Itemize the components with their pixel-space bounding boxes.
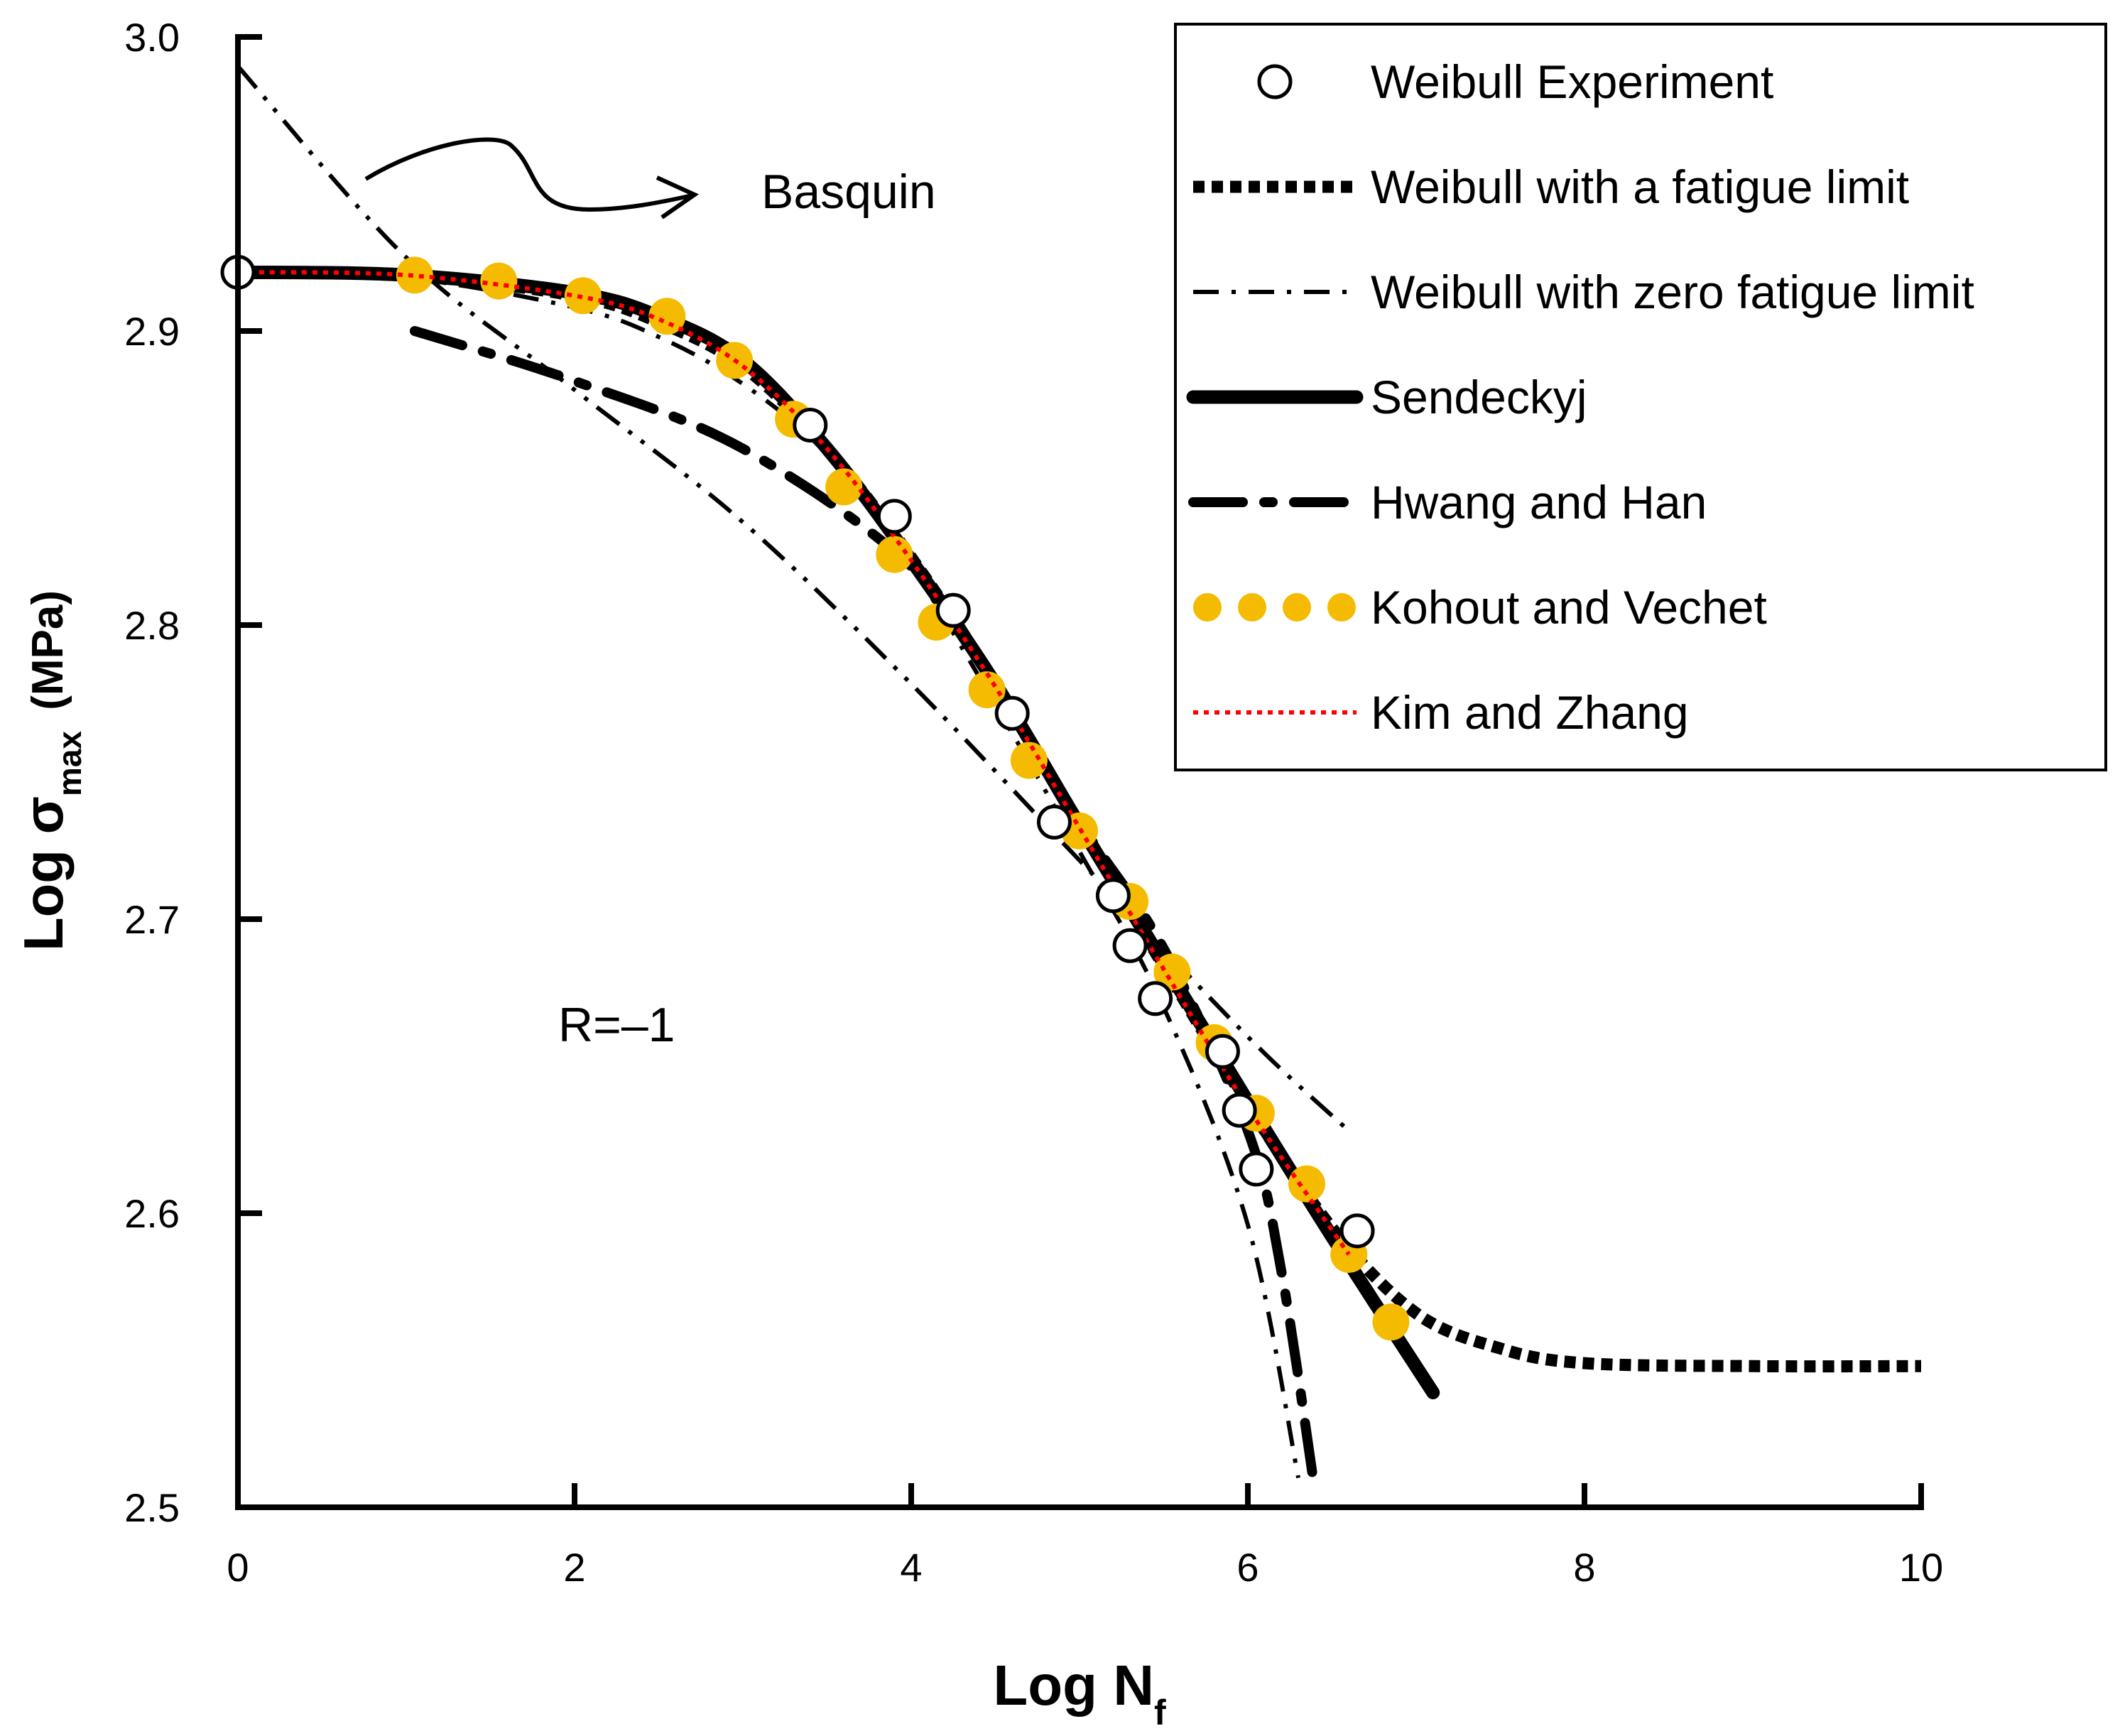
- y-tick-label: 2.5: [124, 1485, 180, 1530]
- basquin-label: Basquin: [761, 165, 936, 219]
- legend-item: Weibull Experiment: [1257, 55, 1773, 108]
- legend-symbol: [1283, 593, 1311, 622]
- x-axis-title: Log Nf: [993, 1654, 1166, 1732]
- data-point: [876, 499, 912, 534]
- legend-item: Hwang and Han: [1188, 476, 1707, 528]
- data-point: [1339, 1213, 1375, 1249]
- x-tick-label: 8: [1573, 1545, 1595, 1590]
- legend-item: Kohout and Vechet: [1193, 581, 1767, 634]
- plot-series: [220, 65, 1922, 1498]
- x-tick-label: 10: [1899, 1545, 1943, 1590]
- y-tick-label: 3.0: [124, 15, 180, 60]
- series-weibull-experiment: [220, 254, 1375, 1249]
- data-point: [1372, 1303, 1410, 1341]
- y-tick-label: 2.6: [124, 1191, 180, 1236]
- data-point: [1288, 1165, 1325, 1203]
- y-tick-label: 2.7: [124, 897, 180, 942]
- data-point: [1222, 1092, 1257, 1128]
- legend-symbol: [1257, 64, 1293, 99]
- ratio-label: R=–1: [558, 998, 675, 1052]
- series-line-kim-and-zhang: [237, 270, 1351, 1256]
- data-point: [396, 256, 433, 294]
- data-point: [1095, 878, 1131, 913]
- annotations: Basquin R=–1: [364, 137, 936, 1052]
- legend-label: Weibull Experiment: [1371, 55, 1773, 108]
- legend-label: Sendeckyj: [1371, 371, 1587, 423]
- axes: 0 2 4 6 8 10 2.5 2.6 2.7 2.8 2.9 3.0 Log Nf Log σmax …: [12, 15, 1943, 1732]
- series-line-weibull-with-zero-fatigue-limit: [237, 270, 1301, 1479]
- x-tick-label: 0: [227, 1545, 249, 1590]
- data-point: [935, 592, 971, 628]
- legend-item: Sendeckyj: [1186, 371, 1587, 423]
- legend-symbol: [1193, 593, 1222, 622]
- legend-symbol: [1327, 593, 1356, 622]
- legend-entries: Weibull Experiment Weibull with a fatigue…: [1186, 55, 1974, 739]
- y-tick-label: 2.9: [124, 309, 180, 354]
- legend-label: Weibull with a fatigue limit: [1371, 161, 1909, 213]
- x-tick-label: 4: [900, 1545, 922, 1590]
- data-point: [1112, 928, 1148, 963]
- data-point: [1036, 804, 1072, 840]
- data-point: [1239, 1151, 1274, 1187]
- y-axis-title: Log σmax (MPa): [12, 590, 88, 951]
- data-point: [1010, 742, 1048, 779]
- legend: Weibull Experiment Weibull with a fatigue…: [1174, 23, 2107, 771]
- data-point: [1138, 981, 1173, 1016]
- legend-label: Hwang and Han: [1371, 476, 1707, 528]
- y-axis-title-unit: (MPa): [23, 590, 72, 722]
- legend-label: Kim and Zhang: [1371, 686, 1689, 739]
- legend-item: Weibull with a fatigue limit: [1193, 161, 1909, 213]
- basquin-arrow-head: [656, 175, 700, 219]
- x-tick-label: 6: [1236, 1545, 1259, 1590]
- x-axis-title-main: Log N: [993, 1654, 1154, 1717]
- data-point: [876, 536, 913, 573]
- x-tick-label: 2: [563, 1545, 585, 1590]
- y-axis-title-main: Log σ: [12, 796, 75, 951]
- legend-label: Weibull with zero fatigue limit: [1371, 266, 1974, 318]
- data-point: [648, 298, 686, 335]
- data-point: [1205, 1034, 1240, 1069]
- legend-symbol: [1238, 593, 1266, 622]
- basquin-arrow: [364, 137, 693, 212]
- data-point: [1153, 953, 1191, 991]
- data-point: [968, 671, 1006, 709]
- data-point: [825, 468, 863, 506]
- legend-item: Weibull with zero fatigue limit: [1193, 266, 1974, 318]
- x-axis-title-subscript: f: [1154, 1693, 1166, 1732]
- data-point: [564, 277, 602, 315]
- data-point: [480, 262, 518, 300]
- legend-item: Kim and Zhang: [1193, 686, 1689, 739]
- data-point: [994, 695, 1030, 731]
- legend-label: Kohout and Vechet: [1371, 581, 1767, 634]
- y-axis-title-subscript: max: [51, 731, 88, 796]
- y-tick-label: 2.8: [124, 603, 180, 648]
- data-point: [793, 407, 828, 443]
